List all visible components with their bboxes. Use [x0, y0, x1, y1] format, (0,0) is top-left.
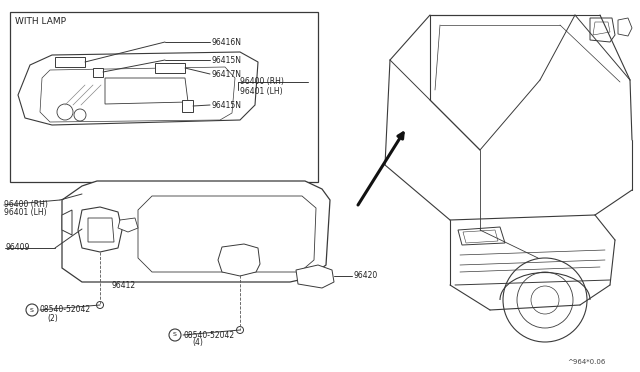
- Polygon shape: [218, 244, 260, 276]
- Polygon shape: [62, 210, 72, 235]
- Text: ^964*0.06: ^964*0.06: [567, 359, 605, 365]
- Polygon shape: [40, 67, 235, 122]
- Text: 96401 (LH): 96401 (LH): [4, 208, 47, 217]
- Text: 96415N: 96415N: [212, 55, 242, 64]
- Polygon shape: [296, 265, 334, 288]
- Text: 96416N: 96416N: [212, 38, 242, 46]
- Polygon shape: [593, 22, 610, 35]
- Text: 96400 (RH): 96400 (RH): [240, 77, 284, 86]
- Text: 08540-52042: 08540-52042: [40, 305, 91, 314]
- Text: 08540-52042: 08540-52042: [183, 330, 234, 340]
- Polygon shape: [78, 207, 122, 252]
- Text: (2): (2): [47, 314, 58, 323]
- Text: 96412: 96412: [112, 280, 136, 289]
- Text: 96409: 96409: [5, 244, 29, 253]
- Polygon shape: [93, 68, 103, 77]
- Text: 96415N: 96415N: [212, 100, 242, 109]
- Text: 96417N: 96417N: [212, 70, 242, 78]
- Polygon shape: [458, 227, 505, 245]
- Polygon shape: [463, 230, 498, 243]
- Text: S: S: [30, 308, 34, 312]
- Polygon shape: [62, 181, 330, 282]
- Polygon shape: [105, 78, 188, 104]
- Text: 96400 (RH): 96400 (RH): [4, 199, 48, 208]
- Polygon shape: [590, 18, 615, 42]
- Text: 96420: 96420: [354, 272, 378, 280]
- Polygon shape: [88, 218, 114, 242]
- Text: (4): (4): [192, 339, 203, 347]
- Text: WITH LAMP: WITH LAMP: [15, 16, 66, 26]
- Text: S: S: [173, 333, 177, 337]
- Polygon shape: [618, 18, 632, 36]
- Polygon shape: [18, 52, 258, 125]
- Polygon shape: [55, 57, 85, 67]
- Bar: [10, 12, 318, 182]
- Polygon shape: [182, 100, 193, 112]
- Polygon shape: [155, 63, 185, 73]
- Polygon shape: [138, 196, 316, 272]
- Text: 96401 (LH): 96401 (LH): [240, 87, 283, 96]
- Polygon shape: [118, 218, 138, 232]
